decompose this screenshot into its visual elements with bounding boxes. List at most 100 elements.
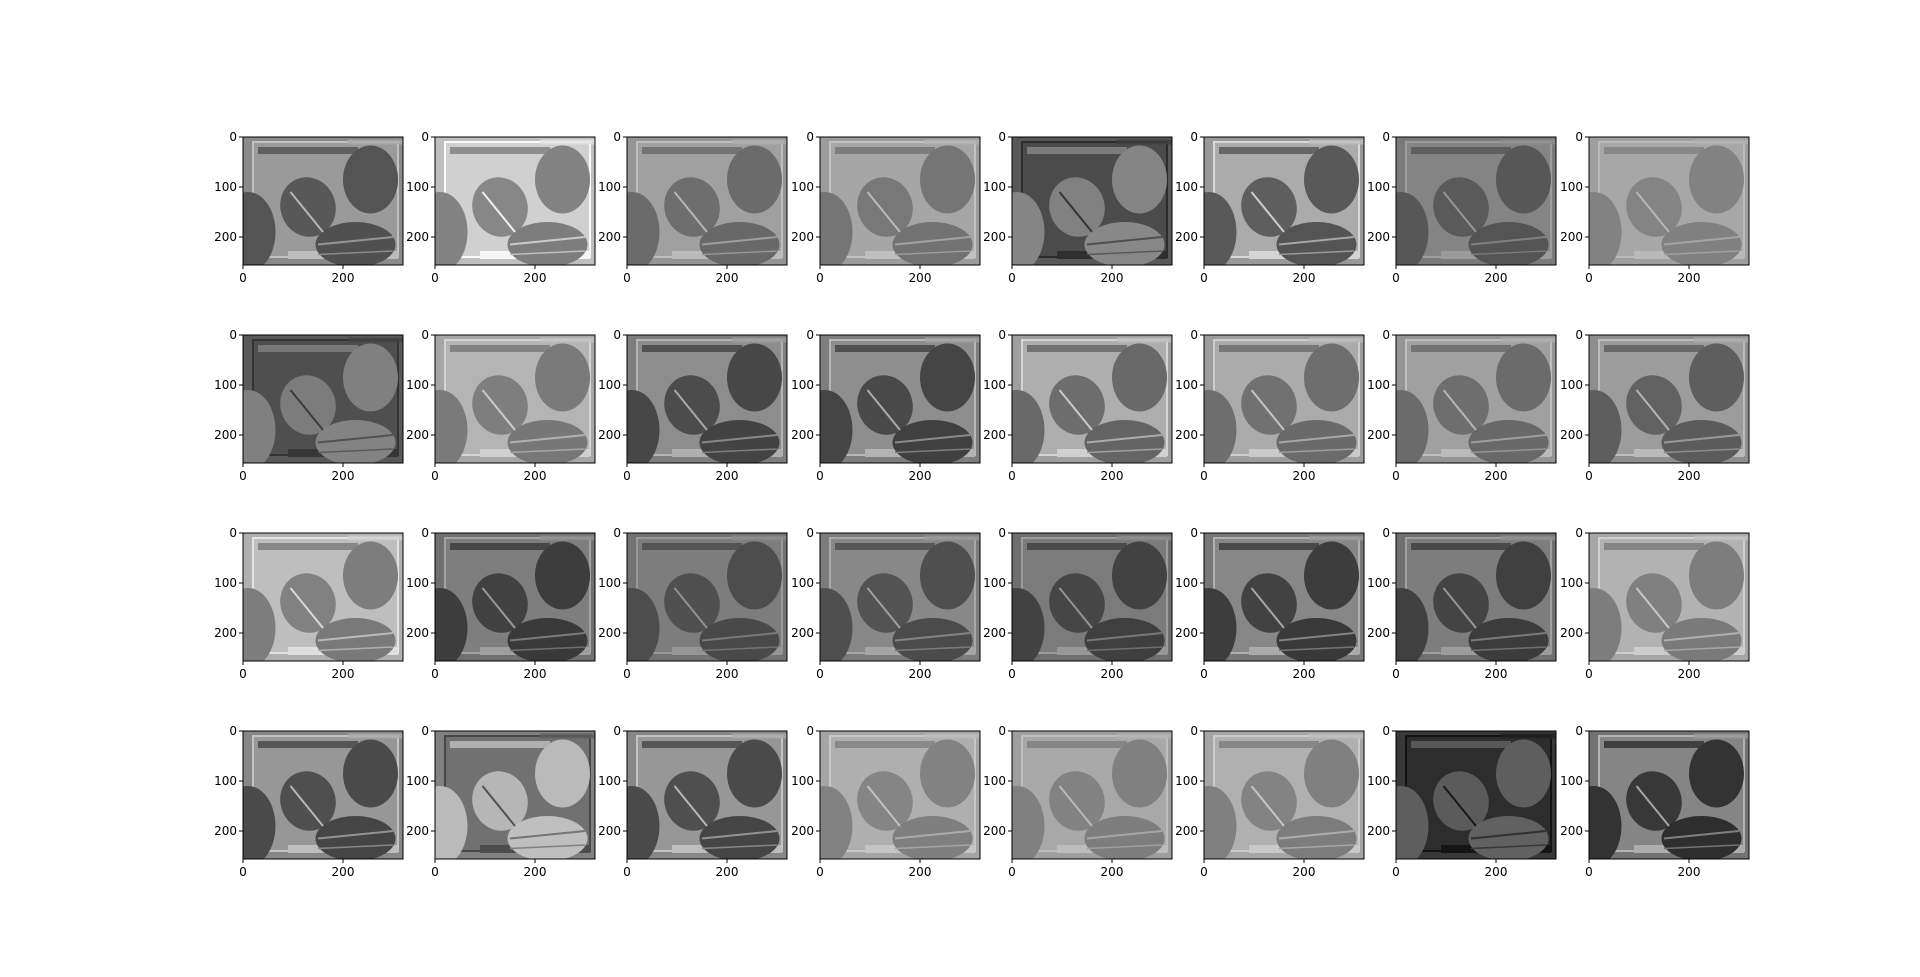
y-tick-label: 0 xyxy=(229,328,237,342)
fruit-ridge xyxy=(509,236,586,246)
fruit-ridge xyxy=(866,587,901,629)
label-strip xyxy=(1117,535,1172,541)
x-tick-label: 200 xyxy=(1101,865,1124,879)
fruit-ridge xyxy=(894,250,971,256)
panel-image-27 xyxy=(627,731,787,859)
fruit-ridge xyxy=(894,236,971,246)
x-tick-label: 200 xyxy=(1485,865,1508,879)
y-tick-label: 0 xyxy=(806,130,814,144)
y-tick-label: 100 xyxy=(214,774,237,788)
tray-edge xyxy=(1219,543,1319,550)
fruit-middle xyxy=(472,375,528,435)
fruit-middle xyxy=(1433,771,1489,831)
fruit-left xyxy=(1589,786,1622,859)
fruit-ridge xyxy=(866,191,901,233)
x-tick-label: 0 xyxy=(623,469,631,483)
label-strip xyxy=(540,535,595,541)
x-tick-label: 0 xyxy=(431,271,439,285)
fruit-ridge xyxy=(1635,785,1670,827)
fruit-ridge xyxy=(1663,448,1740,454)
fruit-right xyxy=(920,145,975,214)
x-tick-label: 0 xyxy=(1585,865,1593,879)
fruit-left xyxy=(820,588,853,661)
fruit-ridge xyxy=(317,830,394,840)
fruit-middle xyxy=(664,177,720,237)
y-tick-label: 100 xyxy=(214,378,237,392)
y-tick-label: 200 xyxy=(1175,230,1198,244)
x-tick-label: 0 xyxy=(1392,469,1400,483)
y-tick-label: 0 xyxy=(998,130,1006,144)
fruit-ridge xyxy=(1086,830,1163,840)
fruit-middle xyxy=(664,375,720,435)
y-tick-label: 100 xyxy=(791,576,814,590)
fruit-middle xyxy=(857,573,913,633)
y-tick-label: 200 xyxy=(406,626,429,640)
fruit-ridge xyxy=(317,250,394,256)
panel-frame xyxy=(1011,136,1173,266)
image-panel-24: 0 200 0 100 200 xyxy=(1560,526,1750,681)
x-tick-label: 0 xyxy=(1585,667,1593,681)
y-tick-label: 0 xyxy=(1575,526,1583,540)
x-tick-label: 200 xyxy=(332,667,355,681)
fruit-left xyxy=(1012,192,1045,265)
fruit-left xyxy=(627,588,660,661)
x-tick-label: 200 xyxy=(909,271,932,285)
fruit-ridge xyxy=(894,830,971,840)
panel-frame xyxy=(1011,532,1173,662)
tray-edge xyxy=(450,147,550,154)
fruit-ridge xyxy=(673,587,708,629)
label-strip xyxy=(1117,733,1172,739)
x-tick-label: 0 xyxy=(1200,469,1208,483)
y-tick-label: 200 xyxy=(598,230,621,244)
panel-image-1 xyxy=(243,137,403,265)
y-tick-label: 0 xyxy=(229,724,237,738)
fruit-ridge xyxy=(1058,785,1093,827)
x-tick-label: 0 xyxy=(623,865,631,879)
label-strip xyxy=(1117,139,1172,145)
x-tick-label: 0 xyxy=(431,865,439,879)
panel-frame xyxy=(434,730,596,860)
y-tick-label: 100 xyxy=(791,774,814,788)
y-tick-label: 200 xyxy=(983,626,1006,640)
image-panel-13: 0 200 0 100 200 xyxy=(983,328,1173,483)
fruit-left xyxy=(243,786,276,859)
y-tick-label: 0 xyxy=(421,526,429,540)
y-tick-label: 0 xyxy=(1190,724,1198,738)
label-strip xyxy=(1501,535,1556,541)
panel-frame xyxy=(1011,730,1173,860)
fruit-ridge xyxy=(1442,587,1477,629)
fruit-left xyxy=(435,786,468,859)
x-tick-label: 200 xyxy=(1485,469,1508,483)
y-tick-label: 0 xyxy=(613,130,621,144)
y-tick-label: 200 xyxy=(983,824,1006,838)
x-tick-label: 0 xyxy=(623,667,631,681)
panel-image-32 xyxy=(1589,731,1749,859)
fruit-left xyxy=(1012,390,1045,463)
fruit-ridge xyxy=(701,250,778,256)
x-tick-label: 0 xyxy=(431,667,439,681)
label-strip xyxy=(1309,733,1364,739)
fruit-left xyxy=(243,588,276,661)
fruit-ridge xyxy=(673,191,708,233)
panel-image-23 xyxy=(1396,533,1556,661)
y-tick-label: 0 xyxy=(421,328,429,342)
y-tick-label: 200 xyxy=(214,428,237,442)
fruit-right xyxy=(727,145,782,214)
fruit-right xyxy=(920,541,975,610)
panel-image-10 xyxy=(435,335,595,463)
panel-image-19 xyxy=(627,533,787,661)
tray-edge xyxy=(1411,345,1511,352)
panel-frame xyxy=(1395,730,1557,860)
fruit-left xyxy=(1204,390,1237,463)
x-tick-label: 200 xyxy=(909,469,932,483)
panel-frame xyxy=(1395,334,1557,464)
y-tick-label: 100 xyxy=(214,180,237,194)
x-tick-label: 0 xyxy=(239,865,247,879)
fruit-ridge xyxy=(317,236,394,246)
panel-frame xyxy=(819,532,981,662)
fruit-right xyxy=(1689,145,1744,214)
panel-frame xyxy=(434,532,596,662)
fruit-middle xyxy=(1626,177,1682,237)
fruit-ridge xyxy=(509,830,586,840)
